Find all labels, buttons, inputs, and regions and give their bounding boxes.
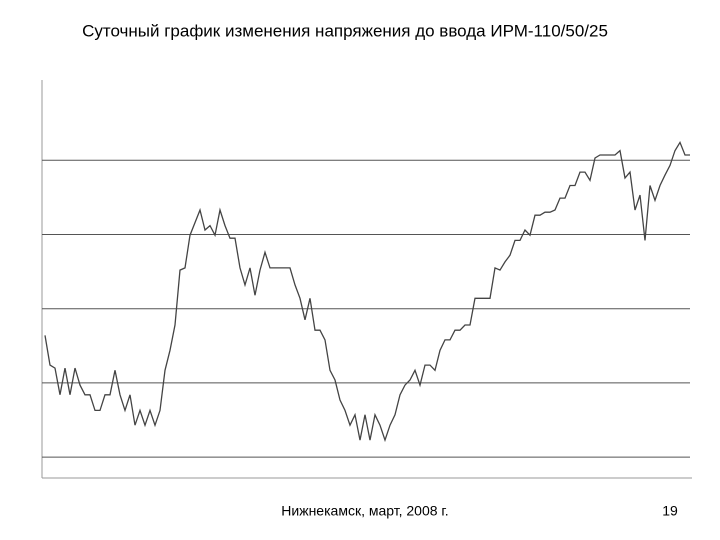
footer: Нижнекамск, март, 2008 г.: [281, 503, 448, 519]
page-number: 19: [662, 503, 678, 519]
slide-title: Суточный график изменения напряжения до …: [82, 21, 608, 40]
voltage-line: [44, 140, 690, 443]
